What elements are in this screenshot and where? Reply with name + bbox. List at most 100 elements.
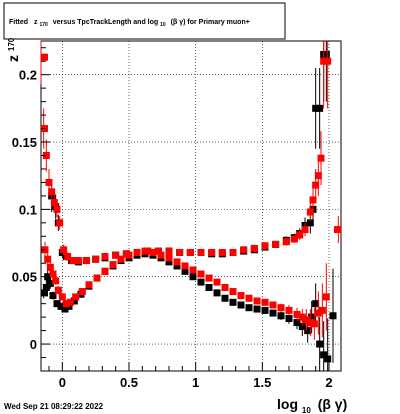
data-point	[54, 286, 62, 294]
data-point	[237, 301, 245, 309]
data-point	[213, 289, 221, 297]
data-point	[62, 300, 70, 308]
data-point	[213, 278, 221, 286]
data-point	[42, 283, 50, 291]
data-point	[58, 293, 66, 301]
data-point	[165, 258, 173, 266]
data-point	[57, 302, 65, 310]
data-point	[245, 294, 253, 302]
data-point	[61, 305, 69, 313]
data-point	[197, 278, 205, 286]
data-point	[229, 248, 237, 256]
axis-ticks	[41, 47, 330, 372]
data-point	[72, 293, 80, 301]
x-tick-label: 1	[192, 375, 199, 390]
data-point	[306, 319, 314, 327]
timestamp: Wed Sep 21 08:29:22 2022	[4, 402, 104, 411]
data-point	[324, 355, 332, 363]
series-red_lower	[41, 241, 330, 341]
data-point	[189, 273, 197, 281]
data-point	[112, 251, 120, 259]
data-point	[316, 104, 324, 112]
data-point	[109, 261, 117, 269]
data-point	[306, 208, 314, 216]
y-axis-title: z 170	[5, 37, 21, 62]
x-tick-label: 2	[325, 375, 332, 390]
data-point	[60, 246, 68, 254]
data-point	[272, 240, 280, 248]
data-point	[181, 262, 189, 270]
y-tick-label: 0	[30, 337, 37, 352]
data-point	[322, 293, 330, 301]
data-point	[253, 297, 261, 305]
data-point	[298, 323, 306, 331]
data-point	[229, 288, 237, 296]
data-point	[50, 199, 58, 207]
data-point	[49, 270, 57, 278]
data-point	[329, 312, 337, 320]
data-point	[173, 262, 181, 270]
data-point	[154, 247, 162, 255]
data-point	[253, 305, 261, 313]
x-tick-label: 1.5	[253, 375, 271, 390]
data-point	[186, 248, 194, 256]
data-point	[320, 351, 328, 359]
data-point	[41, 289, 48, 297]
data-point	[42, 151, 50, 159]
data-point	[308, 313, 316, 321]
data-point	[293, 310, 301, 318]
data-point	[92, 255, 100, 263]
data-point	[317, 154, 325, 162]
title-z: z	[34, 19, 38, 26]
data-point	[48, 188, 56, 196]
data-point	[46, 263, 54, 271]
data-point	[277, 304, 285, 312]
data-point	[240, 246, 248, 254]
x-axis-title-suffix: (β γ)	[318, 396, 348, 412]
data-point	[101, 253, 109, 261]
data-point	[56, 219, 64, 227]
data-point	[314, 309, 322, 317]
data-point	[237, 292, 245, 300]
data-point	[208, 248, 216, 256]
data-point	[250, 244, 258, 252]
data-point	[316, 340, 324, 348]
data-point	[304, 327, 312, 335]
data-point	[49, 292, 57, 300]
data-point	[181, 267, 189, 275]
data-point	[197, 248, 205, 256]
data-point	[85, 281, 93, 289]
data-point	[69, 257, 77, 265]
y-tick-label: 0.05	[12, 270, 37, 285]
data-point	[293, 319, 301, 327]
title-log-sub: 10	[160, 22, 166, 28]
data-point	[269, 309, 277, 317]
data-point	[125, 251, 133, 259]
x-axis-title-main: log	[277, 396, 298, 412]
data-point	[285, 306, 293, 314]
x-tick-label: 0	[59, 375, 66, 390]
data-point	[285, 314, 293, 322]
y-axis-title-main: z	[5, 55, 21, 62]
data-point	[312, 181, 320, 189]
title-prefix: Fitted	[9, 19, 28, 26]
y-tick-label: 0.1	[19, 202, 37, 217]
data-point	[310, 320, 318, 328]
data-point	[44, 255, 52, 263]
data-point	[157, 251, 165, 259]
data-point	[261, 306, 269, 314]
data-point	[205, 283, 213, 291]
data-point	[45, 178, 53, 186]
data-point	[53, 300, 61, 308]
data-point	[74, 257, 82, 265]
x-axis-title-sub: 10	[302, 406, 311, 414]
data-point	[318, 306, 326, 314]
data-point	[261, 298, 269, 306]
data-layer	[40, 41, 341, 371]
data-point	[149, 248, 157, 256]
data-point	[101, 267, 109, 275]
y-tick-label: 0.2	[19, 68, 37, 83]
data-point	[176, 248, 184, 256]
data-point	[141, 247, 149, 255]
